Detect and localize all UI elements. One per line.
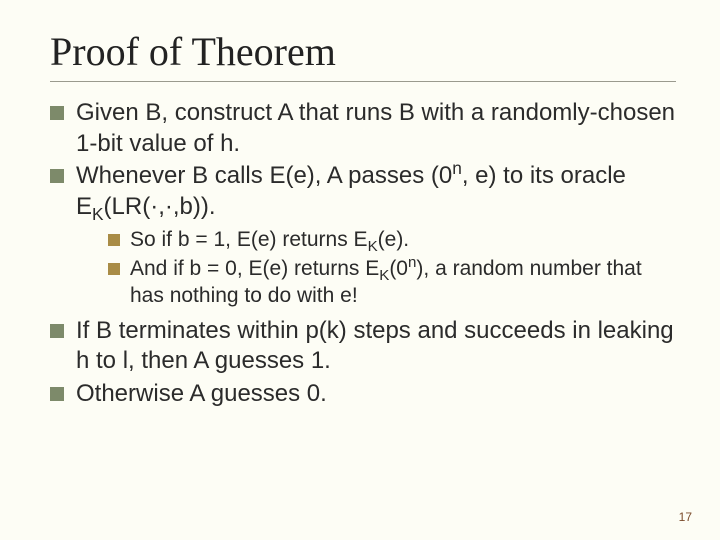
var-B: B [399,99,415,126]
text: , construct [161,99,277,126]
sup-n: n [452,158,462,178]
text: (e). [378,228,410,251]
var-B: B [96,317,112,344]
bullet-1: Given B, construct A that runs B with a … [50,98,676,159]
var-A: A [277,99,292,126]
var-A: A [189,380,204,407]
text: , e) to its oracle [462,162,626,189]
bullet-2a: So if b = 1, E(e) returns EK(e). [108,227,676,254]
text: terminates within p(k) steps and succeed… [76,317,674,375]
slide-title: Proof of Theorem [50,28,676,75]
slide: Proof of Theorem Given B, construct A th… [0,0,720,540]
text: (e) returns [263,257,366,280]
bullet-3: If B terminates within p(k) steps and su… [50,316,676,377]
text: (0 [389,257,408,280]
text: So if b = 1, [130,228,237,251]
var-A: A [327,162,342,189]
var-B: B [192,162,208,189]
text: Whenever [76,162,192,189]
text: calls [208,162,269,189]
bullet-2: Whenever B calls E(e), A passes (0n, e) … [50,161,676,309]
text: If [76,317,96,344]
text: guesses 0. [204,380,327,407]
var-E: E [269,162,285,189]
title-rule [50,81,676,82]
var-E: E [249,257,263,280]
var-E: E [354,228,368,251]
bullet-list: Given B, construct A that runs B with a … [50,98,676,410]
text: guesses 1. [208,347,331,374]
bullet-2b: And if b = 0, E(e) returns EK(0n), a ran… [108,256,676,310]
sub-K: K [92,204,104,224]
sub-K: K [368,238,378,255]
page-number: 17 [679,510,692,524]
text: Otherwise [76,380,189,407]
text: Given [76,99,145,126]
sub-K: K [379,267,389,284]
var-A: A [193,347,208,374]
text: (e) returns [251,228,354,251]
var-B: B [145,99,161,126]
var-E: E [237,228,251,251]
var-E: E [365,257,379,280]
var-E: E [76,193,92,220]
bullet-4: Otherwise A guesses 0. [50,379,676,410]
text: And if b = 0, [130,257,249,280]
text: passes (0 [341,162,452,189]
text: (LR(·,·,b)). [104,193,216,220]
sub-bullet-list: So if b = 1, E(e) returns EK(e). And if … [76,227,676,310]
text: that runs [292,99,399,126]
text: (e), [285,162,326,189]
